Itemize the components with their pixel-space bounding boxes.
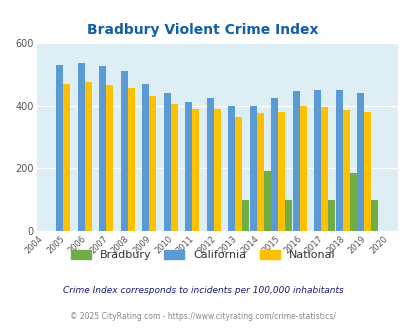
Bar: [128, 88, 134, 231]
Bar: [235, 116, 241, 231]
Bar: [249, 106, 256, 231]
Legend: Bradbury, California, National: Bradbury, California, National: [70, 250, 335, 260]
Bar: [213, 109, 220, 231]
Text: Bradbury Violent Crime Index: Bradbury Violent Crime Index: [87, 23, 318, 37]
Bar: [313, 90, 320, 231]
Bar: [106, 85, 113, 231]
Bar: [327, 200, 334, 231]
Bar: [370, 200, 377, 231]
Bar: [164, 93, 171, 231]
Bar: [85, 82, 92, 231]
Bar: [299, 106, 306, 231]
Text: Crime Index corresponds to incidents per 100,000 inhabitants: Crime Index corresponds to incidents per…: [62, 286, 343, 295]
Bar: [63, 84, 70, 231]
Bar: [256, 114, 263, 231]
Bar: [192, 109, 198, 231]
Bar: [185, 103, 192, 231]
Bar: [171, 104, 177, 231]
Bar: [342, 110, 349, 231]
Bar: [363, 112, 370, 231]
Bar: [78, 63, 85, 231]
Text: © 2025 CityRating.com - https://www.cityrating.com/crime-statistics/: © 2025 CityRating.com - https://www.city…: [70, 312, 335, 321]
Bar: [56, 65, 63, 231]
Bar: [149, 96, 156, 231]
Bar: [277, 112, 284, 231]
Bar: [271, 98, 277, 231]
Bar: [241, 200, 248, 231]
Bar: [349, 173, 356, 231]
Bar: [263, 172, 270, 231]
Bar: [121, 71, 128, 231]
Bar: [320, 107, 327, 231]
Bar: [142, 84, 149, 231]
Bar: [228, 106, 234, 231]
Bar: [284, 200, 291, 231]
Bar: [335, 90, 342, 231]
Bar: [356, 93, 363, 231]
Bar: [207, 98, 213, 231]
Bar: [99, 66, 106, 231]
Bar: [292, 91, 299, 231]
